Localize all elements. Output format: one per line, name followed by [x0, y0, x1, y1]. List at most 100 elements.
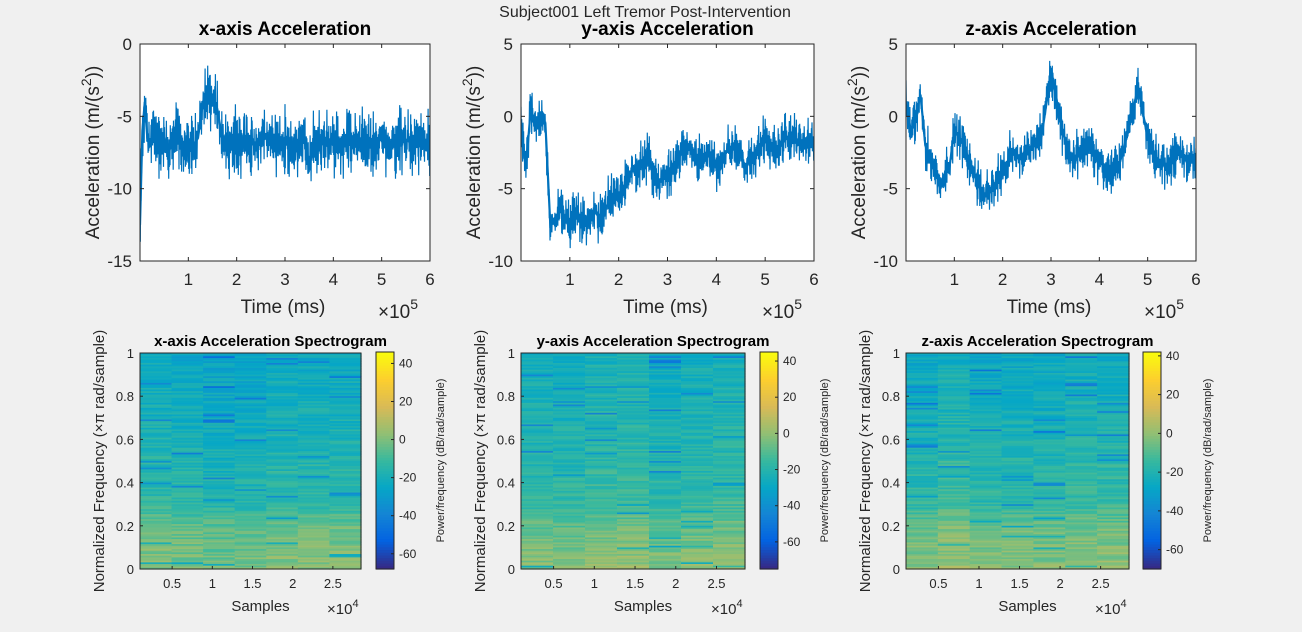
heatmap-cell: [553, 559, 586, 562]
heatmap-cell: [1033, 422, 1066, 426]
heatmap-cell: [1033, 416, 1066, 419]
heatmap-cell: [297, 457, 331, 460]
heatmap-cell: [234, 547, 267, 550]
heatmap-cell: [203, 555, 236, 558]
heatmap-cell: [1033, 442, 1066, 445]
heatmap-cell: [1001, 562, 1035, 565]
heatmap-cell: [553, 494, 586, 497]
heatmap-cell: [521, 517, 554, 520]
heatmap-cell: [297, 442, 331, 445]
heatmap-cell: [969, 525, 1003, 529]
heatmap-cell: [140, 429, 173, 432]
heatmap-cell: [617, 427, 650, 431]
heatmap-cell: [171, 412, 204, 416]
colorbar-segment: [760, 490, 778, 494]
heatmap-cell: [713, 532, 746, 535]
heatmap-cell: [681, 524, 714, 527]
heatmap-cell: [1097, 495, 1130, 499]
heatmap-cell: [713, 382, 746, 386]
heatmap-cell: [617, 451, 650, 454]
heatmap-cell: [553, 364, 586, 367]
heatmap-cell: [234, 490, 267, 494]
heatmap-cell: [203, 565, 236, 568]
heatmap-cell: [140, 532, 173, 535]
heatmap-cell: [713, 564, 746, 567]
heatmap-cell: [203, 427, 236, 431]
heatmap-cell: [171, 444, 204, 447]
heatmap-cell: [585, 384, 618, 387]
heatmap-cell: [1033, 414, 1066, 417]
heatmap-cell: [906, 376, 939, 379]
heatmap-cell: [1065, 384, 1098, 387]
heatmap-cell: [329, 449, 362, 452]
heatmap-cell: [140, 456, 173, 459]
heatmap-cell: [969, 479, 1003, 482]
colorbar-segment: [1143, 476, 1161, 481]
colorbar-segment: [760, 525, 778, 529]
heatmap-cell: [649, 514, 682, 517]
heatmap-cell: [266, 412, 299, 416]
heatmap-cell: [1065, 487, 1098, 490]
heatmap-cell: [617, 434, 650, 437]
heatmap-cell: [1033, 431, 1066, 434]
heatmap-cell: [1033, 470, 1066, 474]
heatmap-cell: [585, 389, 618, 392]
heatmap-cell: [681, 409, 714, 412]
heatmap-cell: [234, 515, 267, 519]
heatmap-cell: [140, 465, 173, 469]
y-tick-label: 1: [893, 346, 900, 361]
heatmap-cell: [234, 492, 267, 495]
heatmap-cell: [203, 520, 236, 524]
heatmap-cell: [140, 394, 173, 397]
colorbar-segment: [1143, 387, 1161, 391]
heatmap-cell: [140, 386, 173, 389]
heatmap-cell: [937, 377, 971, 381]
heatmap-cell: [266, 427, 299, 431]
heatmap-cell: [1033, 542, 1066, 545]
heatmap-cell: [906, 522, 939, 525]
heatmap-cell: [171, 377, 204, 381]
heatmap-cell: [297, 547, 331, 550]
heatmap-cell: [649, 456, 682, 459]
heatmap-cell: [906, 354, 939, 357]
heatmap-cell: [234, 500, 267, 504]
heatmap-cell: [171, 497, 204, 500]
heatmap-cell: [969, 353, 1003, 356]
heatmap-cell: [906, 422, 939, 426]
heatmap-cell: [713, 381, 746, 384]
heatmap-cell: [297, 391, 331, 394]
heatmap-cell: [203, 381, 236, 384]
chart-title: z-axis Acceleration Spectrogram: [921, 333, 1153, 350]
y-tick-label: 0.4: [882, 476, 900, 491]
heatmap-cell: [521, 535, 554, 539]
heatmap-cell: [140, 520, 173, 524]
heatmap-cell: [713, 494, 746, 497]
heatmap-cell: [585, 406, 618, 409]
heatmap-cell: [1001, 427, 1035, 431]
heatmap-cell: [140, 487, 173, 490]
colorbar-segment: [760, 531, 778, 535]
y-tick-label: 0: [504, 107, 513, 126]
heatmap-cell: [553, 417, 586, 421]
heatmap-cell: [1097, 485, 1130, 489]
heatmap-cell: [329, 515, 362, 519]
heatmap-cell: [521, 426, 554, 429]
heatmap-cell: [906, 356, 939, 359]
heatmap-cell: [681, 542, 714, 545]
heatmap-cell: [906, 462, 939, 465]
heatmap-cell: [521, 409, 554, 412]
colorbar-segment: [760, 520, 778, 524]
heatmap-cell: [937, 484, 971, 487]
heatmap-cell: [649, 422, 682, 426]
heatmap-cell: [1097, 540, 1130, 544]
heatmap-cell: [937, 560, 971, 563]
heatmap-cell: [1097, 529, 1130, 532]
heatmap-cell: [553, 552, 586, 555]
heatmap-cell: [140, 510, 173, 514]
heatmap-cell: [553, 374, 586, 377]
heatmap-cell: [1065, 459, 1098, 462]
colorbar-segment: [376, 457, 394, 462]
x-tick-label: 5: [760, 270, 769, 289]
heatmap-cell: [681, 422, 714, 426]
heatmap-cell: [171, 470, 204, 474]
